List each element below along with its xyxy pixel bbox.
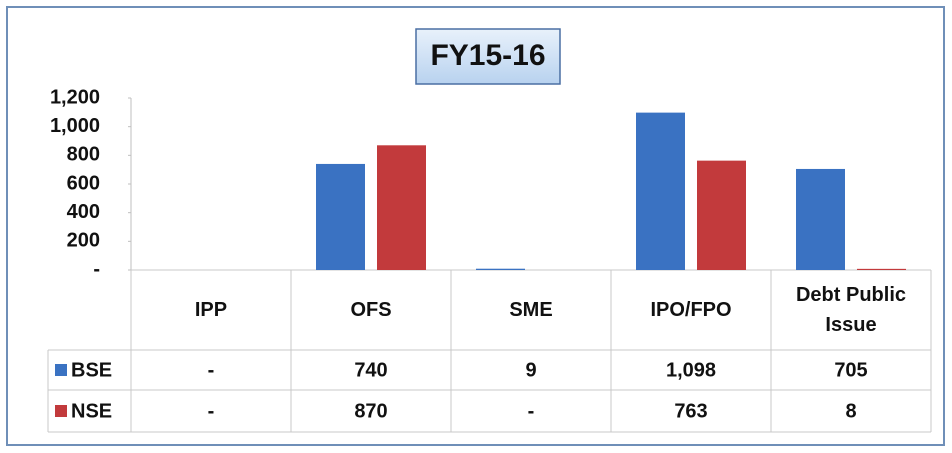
- x-category-label-box: SME: [509, 299, 553, 321]
- x-category-label: IPP: [194, 299, 228, 321]
- bar: [697, 160, 746, 270]
- y-tick-label: 600: [67, 172, 100, 194]
- data-label: 1,098: [666, 359, 716, 381]
- data-label: -: [208, 400, 215, 422]
- legend-swatch: [55, 405, 67, 417]
- y-tick-label: 1,000: [50, 115, 100, 137]
- x-category-label-box: IPO/FPO: [650, 299, 732, 321]
- data-label: 740: [354, 359, 387, 381]
- data-label: 9: [525, 359, 536, 381]
- data-label: 763: [674, 400, 707, 422]
- y-tick-label: 800: [67, 144, 100, 166]
- legend-label: BSE: [71, 359, 112, 381]
- y-tick-label: 1,200: [50, 86, 100, 108]
- legend-label: NSE: [71, 400, 112, 422]
- y-tick-label: 400: [67, 201, 100, 223]
- title-box: [415, 28, 561, 85]
- x-category-label-box: Debt Public Issue: [795, 284, 906, 336]
- x-category-label-box: IPP: [194, 299, 228, 321]
- bar: [857, 268, 906, 270]
- bar: [377, 145, 426, 270]
- data-label: 705: [834, 359, 867, 381]
- data-label: -: [208, 359, 215, 381]
- x-category-label: SME: [509, 299, 553, 321]
- y-tick-label: -: [93, 258, 100, 280]
- chart-title: FY15-16: [430, 39, 545, 72]
- x-category-label: OFS: [350, 299, 392, 321]
- data-label: 8: [845, 400, 856, 422]
- bar: [796, 168, 845, 270]
- y-tick-label: 200: [67, 230, 100, 252]
- x-category-label: Debt Public Issue: [795, 284, 906, 336]
- x-category-label-box: OFS: [350, 299, 392, 321]
- bar: [476, 268, 525, 270]
- data-label: 870: [354, 400, 387, 422]
- bar: [636, 112, 685, 271]
- data-label: -: [528, 400, 535, 422]
- x-category-label: IPO/FPO: [650, 299, 732, 321]
- legend-swatch: [55, 364, 67, 376]
- bar: [316, 163, 365, 270]
